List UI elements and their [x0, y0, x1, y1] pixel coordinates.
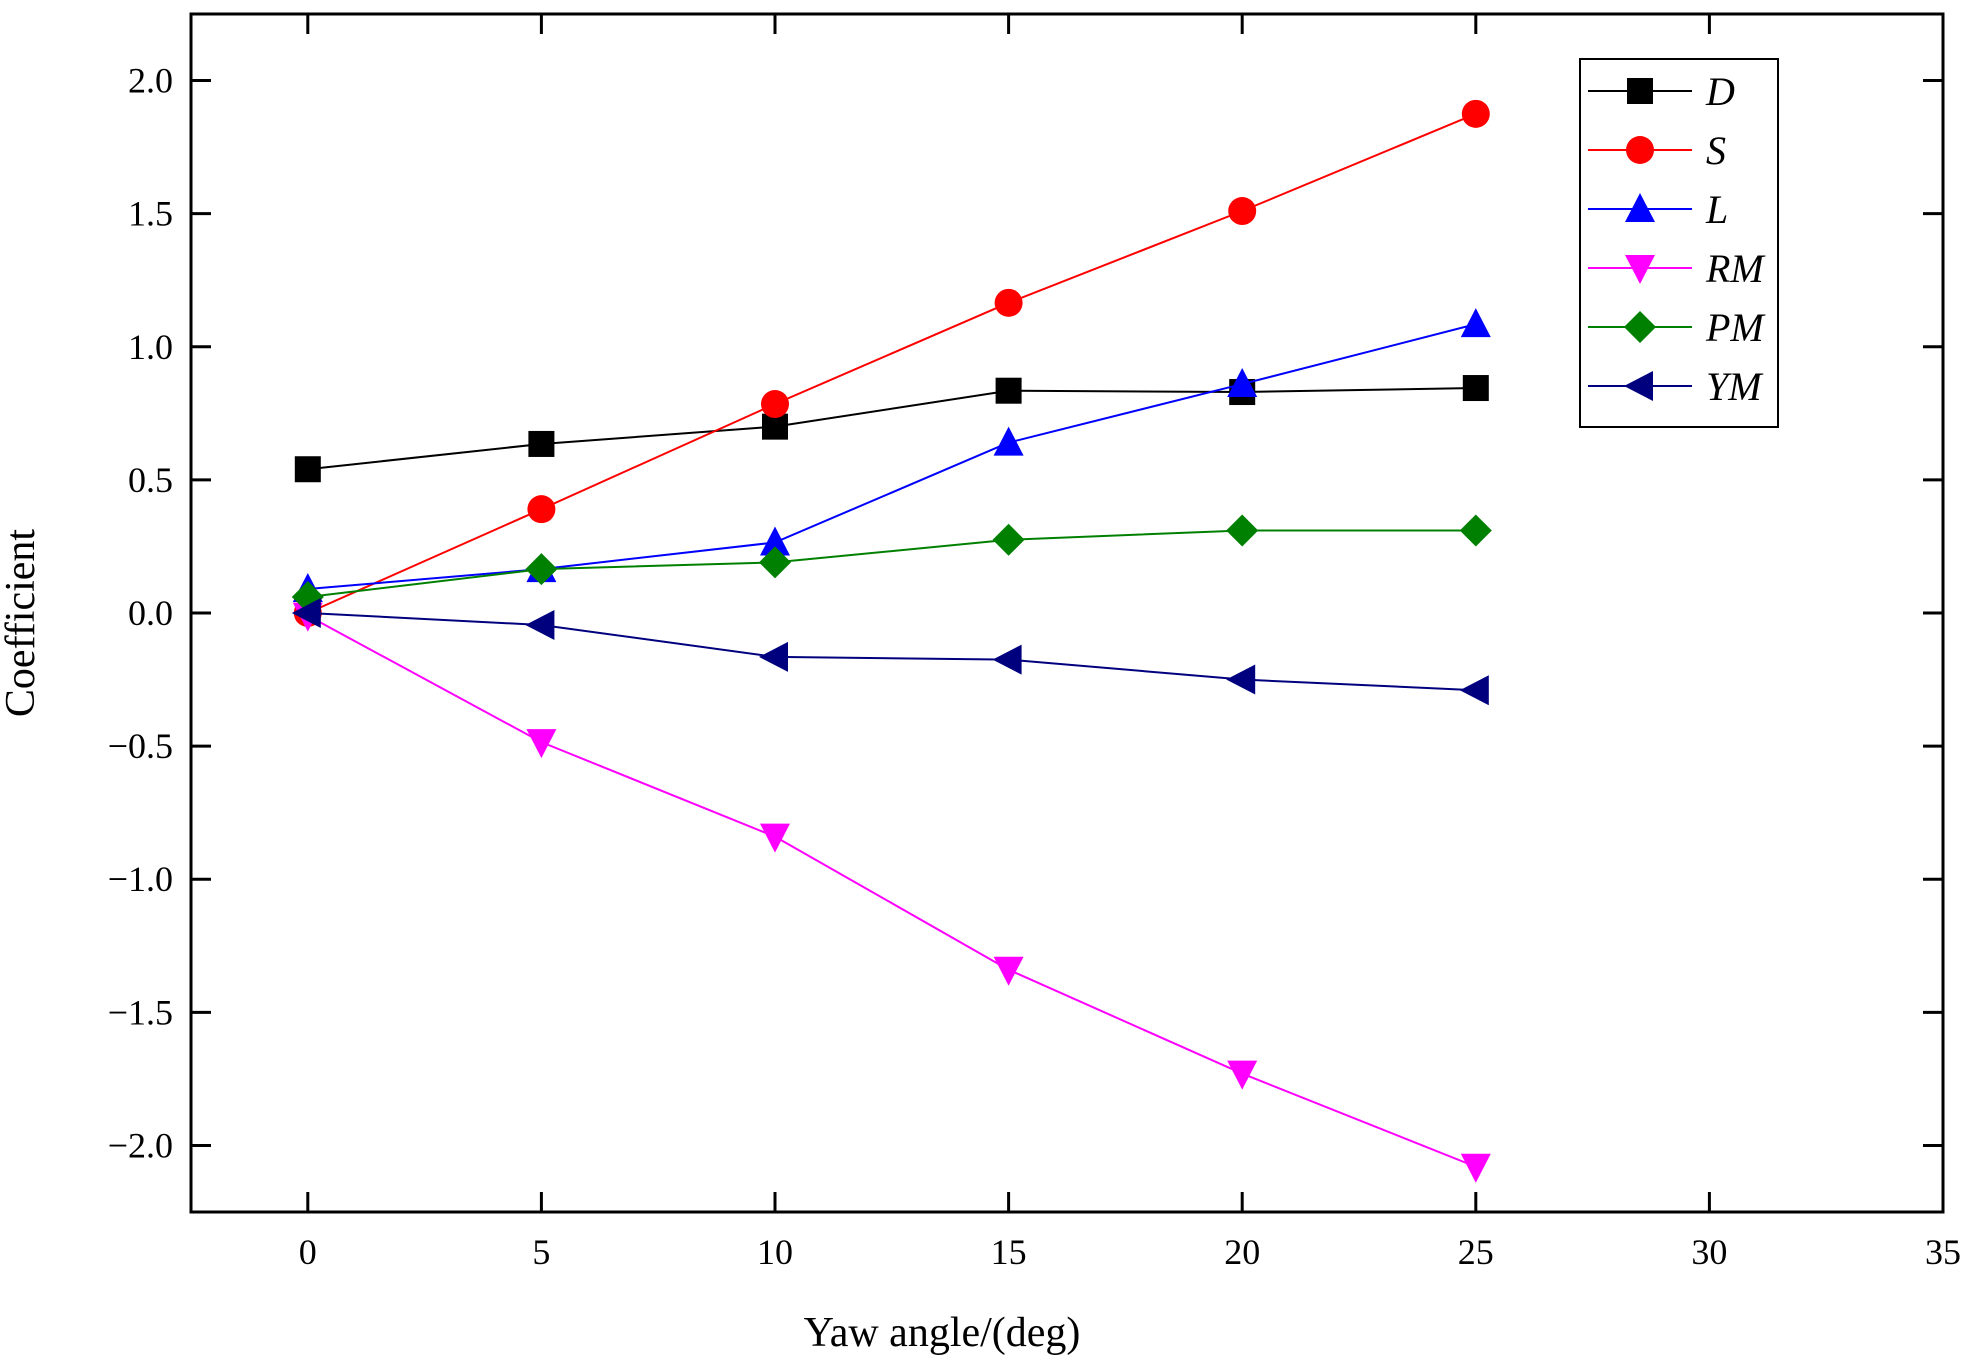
legend-marker-pm — [1624, 311, 1656, 343]
data-point-ym — [525, 609, 555, 640]
series-line-ym — [307, 612, 1476, 692]
data-point-pm — [759, 546, 791, 579]
data-point-pm — [1226, 514, 1259, 547]
legend-item-d: D — [1588, 69, 1735, 114]
y-tick-labels: −2.0 −1.5 −1.0 −0.5 0.0 0.5 1.0 1.5 2.0 — [108, 61, 173, 1166]
y-tick-label: −0.5 — [108, 726, 173, 766]
axis-ticks — [191, 14, 1945, 1212]
data-series — [291, 99, 1492, 1183]
y-tick-label: −2.0 — [108, 1125, 173, 1165]
legend-label-l: L — [1705, 187, 1728, 232]
series-ym — [291, 598, 1489, 706]
series-line-rm — [307, 614, 1477, 1168]
x-axis-title: Yaw angle/(deg) — [804, 1310, 1081, 1356]
data-point-rm — [1227, 1060, 1258, 1090]
series-l — [292, 308, 1491, 603]
data-point-s — [761, 390, 789, 419]
y-tick-label: 1.0 — [128, 327, 173, 367]
legend: DSL RM PM YM — [1579, 58, 1779, 428]
x-tick-label: 10 — [757, 1232, 793, 1272]
data-point-l — [993, 426, 1024, 456]
legend-label-rm: RM — [1705, 246, 1766, 291]
data-point-pm — [992, 523, 1025, 556]
x-tick-label: 30 — [1691, 1232, 1727, 1272]
data-point-rm — [760, 823, 790, 853]
x-tick-label: 35 — [1925, 1232, 1961, 1272]
data-point-s — [527, 495, 556, 524]
data-point-s — [994, 288, 1023, 317]
legend-item-s: S — [1588, 128, 1726, 173]
legend-marker-d — [1627, 78, 1653, 104]
legend-item-rm: RM — [1588, 246, 1766, 291]
x-tick-label: 25 — [1458, 1232, 1494, 1272]
data-point-pm — [1459, 514, 1492, 547]
y-tick-label: 2.0 — [128, 61, 173, 101]
legend-item-ym: YM — [1588, 364, 1764, 409]
data-point-ym — [291, 598, 321, 628]
data-point-d — [294, 456, 321, 483]
data-point-rm — [526, 729, 557, 759]
data-point-d — [995, 377, 1022, 404]
y-axis-title: Coefficient — [0, 529, 44, 717]
x-tick-labels: 0 5 10 15 20 25 30 35 — [299, 1232, 1961, 1272]
x-tick-label: 20 — [1224, 1232, 1260, 1272]
y-tick-label: 0.0 — [128, 593, 173, 633]
data-point-ym — [992, 644, 1022, 675]
plot-frame — [189, 12, 1945, 1214]
y-tick-label: 0.5 — [128, 460, 173, 500]
data-point-ym — [1459, 675, 1489, 706]
data-point-d — [528, 430, 555, 457]
y-tick-label: −1.5 — [108, 992, 173, 1032]
x-tick-label: 15 — [991, 1232, 1027, 1272]
data-point-d — [1462, 375, 1489, 402]
data-point-rm — [1460, 1153, 1491, 1183]
series-d — [294, 375, 1489, 483]
data-point-ym — [1226, 664, 1256, 695]
data-point-l — [760, 526, 790, 556]
data-point-rm — [993, 956, 1024, 986]
y-tick-label: 1.5 — [128, 194, 173, 234]
legend-marker-rm — [1625, 255, 1655, 284]
legend-label-s: S — [1706, 128, 1726, 173]
data-point-ym — [759, 641, 788, 672]
series-s — [293, 99, 1490, 627]
series-line-d — [307, 387, 1476, 471]
series-line-s — [307, 112, 1477, 614]
legend-label-ym: YM — [1706, 364, 1764, 409]
legend-marker-l — [1625, 193, 1655, 222]
data-point-pm — [525, 553, 558, 586]
x-tick-label: 0 — [299, 1232, 317, 1272]
legend-marker-ym — [1624, 371, 1653, 401]
data-point-s — [1228, 197, 1257, 226]
y-tick-label: −1.0 — [108, 859, 173, 899]
series-line-pm — [307, 529, 1476, 599]
data-point-l — [1227, 368, 1258, 398]
data-point-l — [1460, 308, 1491, 338]
legend-box — [1579, 58, 1779, 428]
legend-label-pm: PM — [1705, 305, 1766, 350]
legend-label-d: D — [1705, 69, 1735, 114]
legend-item-pm: PM — [1588, 305, 1766, 350]
data-point-s — [1461, 99, 1490, 128]
series-line-l — [307, 323, 1477, 591]
legend-item-l: L — [1588, 187, 1728, 232]
series-pm — [291, 514, 1492, 614]
x-tick-label: 5 — [532, 1232, 550, 1272]
legend-marker-s — [1626, 136, 1654, 164]
series-rm — [292, 602, 1491, 1183]
